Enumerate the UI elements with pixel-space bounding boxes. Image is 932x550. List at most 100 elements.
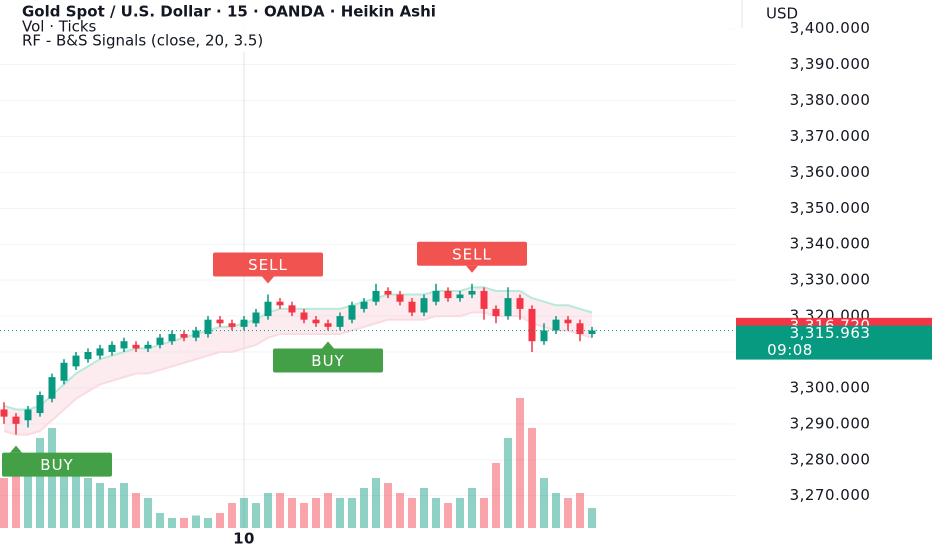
signal-box — [273, 348, 383, 373]
candle-body — [144, 344, 152, 349]
signal-pointer — [322, 341, 334, 349]
candle-body — [72, 355, 80, 367]
candle-body — [132, 344, 140, 349]
y-tick-label: 3,300.000 — [790, 378, 871, 396]
candle-body — [456, 294, 464, 299]
y-tick-label: 3,370.000 — [790, 127, 871, 145]
candle-body — [372, 290, 380, 302]
x-tick-label: 10 — [233, 530, 255, 548]
candle-body — [408, 301, 416, 313]
candle-body — [552, 319, 560, 331]
candle-body — [120, 341, 128, 349]
y-tick-label: 3,330.000 — [790, 271, 871, 289]
candle-body — [360, 301, 368, 309]
volume-bar — [468, 488, 476, 528]
candle-body — [384, 290, 392, 295]
candle-body — [300, 312, 308, 320]
volume-bar — [156, 513, 164, 528]
volume-bar — [108, 488, 116, 528]
candle-body — [228, 323, 236, 327]
y-tick-label: 3,350.000 — [790, 199, 871, 217]
candle-body — [528, 308, 536, 342]
volume-bar — [324, 493, 332, 528]
volume-bar — [432, 498, 440, 528]
y-tick-label: 3,400.000 — [790, 19, 871, 37]
candle-body — [348, 305, 356, 320]
volume-bar — [384, 483, 392, 528]
candle-body — [324, 323, 332, 327]
volume-bar — [492, 463, 500, 528]
candle-body — [48, 377, 56, 399]
candle-body — [576, 323, 584, 335]
filter-upper — [3, 286, 593, 411]
volume-bar — [348, 498, 356, 528]
volume-bar — [396, 493, 404, 528]
candle-body — [108, 344, 116, 352]
candle-body — [312, 319, 320, 324]
countdown: 09:08 — [767, 341, 813, 359]
header-bg — [0, 0, 732, 52]
candle-body — [276, 301, 284, 306]
filter-band-fill — [4, 287, 592, 435]
candle-body — [192, 330, 200, 338]
y-tick-label: 3,380.000 — [790, 91, 871, 109]
volume-bar — [12, 473, 20, 528]
volume-bar — [84, 478, 92, 528]
candle-body — [444, 290, 452, 299]
subtitle: RF - B&S Signals (close, 20, 3.5) — [22, 32, 263, 50]
volume-bar — [528, 428, 536, 528]
candle-body — [240, 319, 248, 327]
candle-body — [96, 348, 104, 356]
currency: USD — [766, 5, 798, 23]
volume-bar — [408, 498, 416, 528]
volume-bar — [300, 503, 308, 528]
candle-body — [396, 294, 404, 302]
volume-bar — [48, 428, 56, 528]
y-tick-label: 3,280.000 — [790, 450, 871, 468]
candle-body — [288, 305, 296, 313]
volume-bar — [60, 458, 68, 528]
candle-body — [156, 337, 164, 345]
candle-body — [492, 308, 500, 317]
candle-body — [60, 362, 68, 381]
volume-bar — [96, 483, 104, 528]
signal-label: SELL — [452, 245, 492, 263]
volume-bar — [588, 508, 596, 528]
volume-bar — [444, 503, 452, 528]
y-tick-label: 3,390.000 — [790, 55, 871, 73]
candle-body — [480, 290, 488, 309]
volume-bar — [420, 488, 428, 528]
plot-area: BUY SELL BUY SELL — [0, 0, 735, 528]
signal-box — [2, 452, 112, 477]
volume-bar — [276, 493, 284, 528]
volume-bar — [336, 498, 344, 528]
signal-pointer — [466, 265, 478, 273]
volume-bar — [288, 498, 296, 528]
volume-bar — [204, 518, 212, 528]
subtitle: Vol · Ticks — [22, 18, 97, 36]
y-tick-label: 3,290.000 — [790, 414, 871, 432]
candle-body — [432, 290, 440, 302]
candle-body — [252, 312, 260, 324]
candle-body — [84, 352, 92, 360]
volume-bar — [540, 478, 548, 528]
candle-body — [168, 334, 176, 342]
y-tick-label: 3,270.000 — [790, 486, 871, 504]
volume-bar — [0, 478, 8, 528]
signal-pointer — [10, 445, 22, 453]
y-tick-label: 3,360.000 — [790, 163, 871, 181]
volume-bar — [564, 498, 572, 528]
volume-bar — [504, 438, 512, 528]
candle-body — [24, 409, 32, 421]
candle-body — [468, 290, 476, 295]
price-badge — [736, 325, 932, 360]
candle-body — [12, 416, 20, 424]
volume-bar — [72, 473, 80, 528]
candle-body — [516, 298, 524, 309]
signal-label: BUY — [311, 352, 344, 370]
volume-bar — [24, 468, 32, 528]
volume-bar — [312, 498, 320, 528]
volume-bar — [360, 488, 368, 528]
candle-body — [36, 395, 44, 414]
candle-body — [504, 298, 512, 317]
